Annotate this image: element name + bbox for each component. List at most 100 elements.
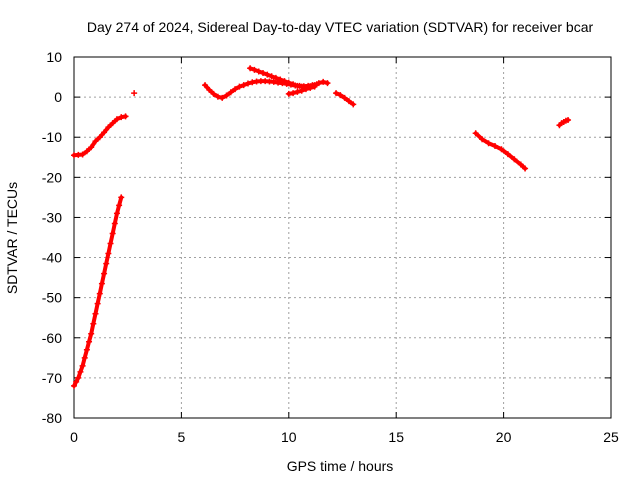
data-point [210, 90, 217, 97]
data-point [498, 146, 505, 153]
data-point [105, 250, 112, 257]
tick-labels: 0 5 10 15 20 25 -80 -70 -60 -50 -40 -30 -20 -10 0 10 [42, 49, 619, 445]
x-tick-label: 0 [70, 429, 78, 445]
y-tick-label: -30 [42, 209, 62, 225]
y-axis-title: SDTVAR / TECUs [4, 182, 20, 294]
data-point [105, 124, 112, 131]
data-point [315, 80, 322, 87]
data-point [118, 194, 125, 201]
series-single-point [131, 90, 138, 97]
data-point [337, 92, 344, 99]
axis-ticks [73, 56, 612, 419]
data-point [206, 86, 213, 93]
data-point [285, 90, 292, 97]
data-point [244, 80, 251, 87]
data-point [118, 114, 125, 121]
data-points [71, 65, 572, 389]
data-point [131, 90, 138, 97]
data-point [94, 300, 101, 307]
data-point [492, 143, 499, 150]
data-point [73, 378, 80, 385]
data-point [290, 90, 297, 97]
x-tick-label: 15 [388, 429, 404, 445]
y-tick-label: -10 [42, 129, 62, 145]
data-point [285, 79, 292, 86]
data-point [86, 338, 93, 345]
data-point [290, 81, 297, 88]
data-point [227, 89, 234, 96]
data-point [311, 83, 318, 90]
data-point [479, 136, 486, 143]
data-point [249, 79, 256, 86]
data-point [294, 88, 301, 95]
data-point [565, 116, 572, 123]
chart-title: Day 274 of 2024, Sidereal Day-to-day VTE… [87, 19, 594, 35]
data-point [96, 290, 103, 297]
data-point [472, 130, 479, 137]
data-point [485, 140, 492, 147]
data-point [302, 86, 309, 93]
data-point [101, 270, 108, 277]
data-point [101, 129, 108, 136]
data-point [517, 161, 524, 168]
series-arc-noon-low [285, 83, 318, 97]
data-point [90, 320, 97, 327]
data-point [79, 362, 86, 369]
data-point [92, 138, 99, 145]
y-tick-label: -70 [42, 370, 62, 386]
data-point [96, 134, 103, 141]
data-point [214, 93, 221, 100]
x-tick-label: 10 [281, 429, 297, 445]
y-tick-label: 10 [46, 49, 62, 65]
data-point [83, 346, 90, 353]
y-tick-label: 0 [54, 89, 62, 105]
data-point [122, 113, 129, 120]
grid-lines [74, 57, 611, 418]
y-tick-label: -20 [42, 169, 62, 185]
data-point [75, 374, 82, 381]
series-steep-arc [71, 194, 125, 389]
y-tick-label: -40 [42, 250, 62, 266]
data-point [236, 83, 243, 90]
data-point [298, 87, 305, 94]
series-arc-late [556, 116, 572, 129]
data-point [522, 165, 529, 172]
series-arc-evening [472, 130, 529, 172]
data-point [113, 116, 120, 123]
data-point [109, 120, 116, 127]
data-point [270, 78, 277, 85]
data-point [511, 156, 518, 163]
data-point [247, 65, 254, 72]
data-point [92, 310, 99, 317]
y-tick-label: -50 [42, 290, 62, 306]
data-point [113, 210, 120, 217]
data-point [79, 151, 86, 158]
data-point [202, 82, 209, 89]
data-point [232, 86, 239, 93]
x-tick-label: 20 [496, 429, 512, 445]
y-tick-label: -60 [42, 330, 62, 346]
data-point [350, 101, 357, 108]
data-point [281, 78, 288, 85]
y-tick-label: -80 [42, 410, 62, 426]
data-point [219, 94, 226, 101]
plot-frame [73, 56, 612, 419]
data-point [83, 148, 90, 155]
data-point [294, 82, 301, 89]
data-point [107, 240, 114, 247]
data-point [324, 80, 331, 87]
data-point [260, 70, 267, 77]
data-point [223, 92, 230, 99]
data-point [116, 202, 123, 209]
data-point [88, 144, 95, 151]
data-point [255, 68, 262, 75]
data-point [345, 98, 352, 105]
data-point [277, 76, 284, 83]
data-point [240, 82, 247, 89]
data-point [307, 84, 314, 91]
data-point [251, 66, 258, 73]
data-point [272, 74, 279, 81]
series-arc-afternoon [333, 90, 357, 108]
